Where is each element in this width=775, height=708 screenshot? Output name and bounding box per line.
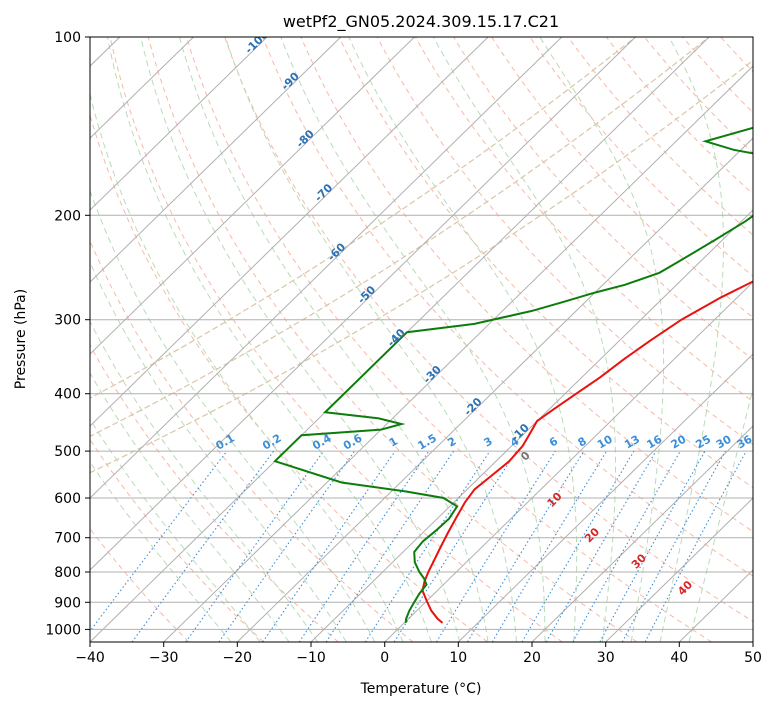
moist-adiabat <box>348 37 578 642</box>
reference-curve <box>90 37 710 438</box>
y-axis-label: Pressure (hPa) <box>13 289 29 389</box>
x-axis-label: Temperature (°C) <box>360 681 482 697</box>
isotherm <box>163 65 753 642</box>
x-tick-label: 10 <box>449 650 467 666</box>
y-tick-label: 1000 <box>45 622 81 638</box>
isotherm <box>605 497 753 642</box>
mixing-ratio-line <box>572 450 681 642</box>
y-tick-label: 900 <box>54 595 81 611</box>
x-tick-label: −30 <box>149 650 179 666</box>
dry-adiabat <box>90 438 264 642</box>
y-tick-label: 800 <box>54 565 81 581</box>
isotherm <box>457 353 753 642</box>
plot-frame <box>89 36 754 643</box>
x-tick-label: 50 <box>744 650 762 666</box>
dry-adiabat <box>90 344 339 642</box>
axes: −40 −30 −20 −10 0 10 20 30 40 50 1000 900 800 700 600 5… <box>45 30 762 666</box>
dewpoint-profile <box>273 126 753 623</box>
mixing-ratio-line <box>467 450 585 642</box>
moist-adiabat <box>90 418 261 642</box>
isotherm <box>310 209 753 642</box>
isotherm <box>384 281 753 642</box>
plot-background <box>90 37 753 642</box>
x-tick-label: −10 <box>296 650 326 666</box>
moist-adiabat <box>280 37 546 642</box>
mixing-ratio-line <box>262 450 396 642</box>
mixing-ratio-label: 36 <box>735 432 755 451</box>
mixing-ratio-line <box>393 450 517 642</box>
y-tick-label: 300 <box>54 313 81 329</box>
moist-adiabat <box>688 386 753 642</box>
x-tick-label: 0 <box>380 650 389 666</box>
isotherm <box>531 425 753 642</box>
isotherm <box>90 37 415 355</box>
mixing-ratio-line <box>218 450 355 642</box>
isotherm <box>236 137 753 642</box>
moist-adiabat <box>90 371 290 642</box>
dry-adiabat <box>338 37 753 489</box>
y-tick-label: 400 <box>54 387 81 403</box>
dry-adiabat <box>491 37 753 319</box>
chart-title: wetPf2_GN05.2024.309.15.17.C21 <box>283 12 559 32</box>
moist-adiabat <box>90 461 232 642</box>
dry-adiabat <box>414 37 753 403</box>
dry-adiabat <box>90 113 488 642</box>
x-tick-label: 20 <box>523 650 541 666</box>
dry-adiabat <box>90 527 190 642</box>
isotherm <box>90 37 489 427</box>
mixing-ratio-line <box>599 450 706 642</box>
x-tick-label: −20 <box>223 650 253 666</box>
moist-adiabat <box>90 261 347 642</box>
dry-adiabat <box>224 37 753 623</box>
isotherm <box>90 37 342 283</box>
moist-adiabat <box>659 37 725 642</box>
moist-adiabat <box>539 37 665 642</box>
isotherm <box>90 37 268 211</box>
reference-curve <box>90 59 753 474</box>
mixing-ratio-line <box>621 450 726 642</box>
y-tick-label: 600 <box>54 491 81 507</box>
y-tick-label: 100 <box>54 30 81 46</box>
y-tick-label: 700 <box>54 531 81 547</box>
x-tick-label: 30 <box>597 650 615 666</box>
mixing-ratio-line <box>90 450 228 632</box>
moist-adiabat <box>224 37 517 642</box>
y-tick-label: 200 <box>54 208 81 224</box>
mixing-ratio-line <box>131 450 275 642</box>
isotherm <box>90 37 563 499</box>
background-lines <box>90 37 753 642</box>
isotherm <box>90 37 636 571</box>
y-tick-label: 500 <box>54 444 81 460</box>
mixing-ratio-line <box>298 450 430 642</box>
x-tick-label: −40 <box>75 650 105 666</box>
temperature-profile <box>421 280 753 624</box>
moist-adiabat <box>90 320 319 642</box>
profile-series <box>273 126 753 624</box>
moist-adiabat <box>432 37 616 642</box>
dry-adiabat <box>376 37 753 446</box>
reference-curve <box>90 37 636 399</box>
moist-adiabat <box>140 37 461 642</box>
mixing-ratio-line <box>185 450 325 642</box>
dry-adiabat <box>300 37 753 533</box>
moist-adiabat <box>179 37 489 642</box>
dry-adiabat <box>262 37 753 577</box>
x-tick-label: 40 <box>670 650 688 666</box>
moist-adiabat <box>90 91 404 642</box>
